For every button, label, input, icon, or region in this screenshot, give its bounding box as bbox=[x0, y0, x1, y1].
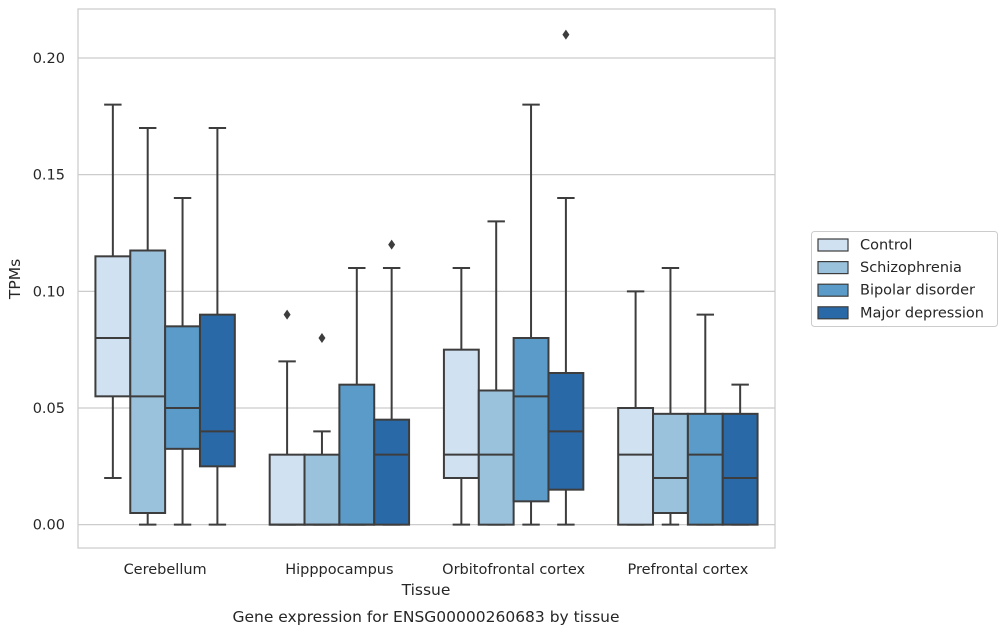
x-tick-label: Cerebellum bbox=[124, 562, 207, 578]
category-group bbox=[442, 29, 585, 526]
outlier-marker bbox=[283, 309, 291, 320]
legend-item: Schizophrenia bbox=[817, 260, 962, 276]
y-tick-labels: 0.00 0.05 0.10 0.15 0.20 bbox=[33, 51, 65, 534]
box-schizophrenia bbox=[652, 267, 689, 526]
y-tick-label: 0.05 bbox=[33, 401, 65, 417]
legend-frame bbox=[811, 231, 998, 327]
box-control bbox=[94, 103, 132, 479]
box-control bbox=[617, 290, 655, 526]
y-axis-label: TPMs bbox=[6, 259, 24, 300]
legend-swatch bbox=[817, 283, 849, 297]
box-major-depression bbox=[198, 127, 236, 526]
box-major-depression bbox=[721, 383, 759, 526]
legend-label: Bipolar disorder bbox=[860, 283, 975, 299]
y-tick-label: 0.15 bbox=[33, 168, 65, 184]
legend-item: Bipolar disorder bbox=[817, 283, 975, 299]
box-body bbox=[617, 407, 655, 526]
box-body bbox=[512, 337, 550, 503]
legend-label: Major depression bbox=[860, 305, 984, 321]
legend-swatch bbox=[817, 261, 849, 275]
box-body bbox=[652, 412, 689, 515]
box-bipolar-disorder bbox=[512, 103, 550, 526]
box-major-depression bbox=[547, 29, 585, 526]
box-body bbox=[94, 255, 132, 398]
box-body bbox=[129, 249, 167, 514]
box-body bbox=[373, 418, 411, 526]
box-body bbox=[338, 383, 376, 526]
outlier-marker bbox=[562, 29, 570, 40]
category-group bbox=[617, 267, 759, 526]
legend-item: Major depression bbox=[817, 305, 984, 321]
legend-item: Control bbox=[817, 238, 912, 254]
category-group bbox=[268, 239, 411, 526]
legend-label: Schizophrenia bbox=[860, 260, 962, 276]
box-bipolar-disorder bbox=[338, 267, 376, 526]
box-body bbox=[268, 453, 306, 526]
box-bipolar-disorder bbox=[686, 313, 724, 526]
box-schizophrenia bbox=[477, 220, 515, 526]
x-tick-label: Prefrontal cortex bbox=[627, 562, 748, 578]
box-body bbox=[442, 348, 480, 479]
box-body bbox=[164, 325, 201, 450]
figure-caption: Gene expression for ENSG00000260683 by t… bbox=[232, 608, 619, 626]
box-groups bbox=[94, 29, 759, 526]
box-body bbox=[303, 453, 341, 526]
x-tick-label: Hipppocampus bbox=[285, 562, 393, 578]
box-body bbox=[477, 389, 515, 526]
x-tick-label: Orbitofrontal cortex bbox=[442, 562, 585, 578]
x-axis-label: Tissue bbox=[401, 581, 451, 599]
box-major-depression bbox=[373, 239, 411, 526]
outlier-marker bbox=[388, 239, 396, 250]
outlier-marker bbox=[318, 333, 326, 343]
y-tick-label: 0.00 bbox=[33, 518, 65, 534]
box-control bbox=[268, 309, 306, 526]
y-tick-label: 0.20 bbox=[33, 51, 65, 67]
plot-frame bbox=[77, 8, 776, 549]
legend-label: Control bbox=[860, 238, 912, 254]
legend: Control Schizophrenia Bipolar disorder Majo… bbox=[811, 231, 998, 327]
box-schizophrenia bbox=[129, 127, 167, 526]
box-control bbox=[442, 267, 480, 526]
box-body bbox=[721, 412, 759, 526]
box-body bbox=[686, 412, 724, 526]
y-tick-label: 0.10 bbox=[33, 284, 65, 300]
x-tick-labels: Cerebellum Hipppocampus Orbitofrontal cort… bbox=[124, 562, 749, 578]
box-schizophrenia bbox=[303, 333, 341, 526]
box-body bbox=[198, 313, 236, 468]
legend-swatch bbox=[817, 238, 849, 252]
legend-swatch bbox=[817, 306, 849, 320]
category-group bbox=[94, 103, 236, 526]
box-bipolar-disorder bbox=[164, 197, 201, 526]
